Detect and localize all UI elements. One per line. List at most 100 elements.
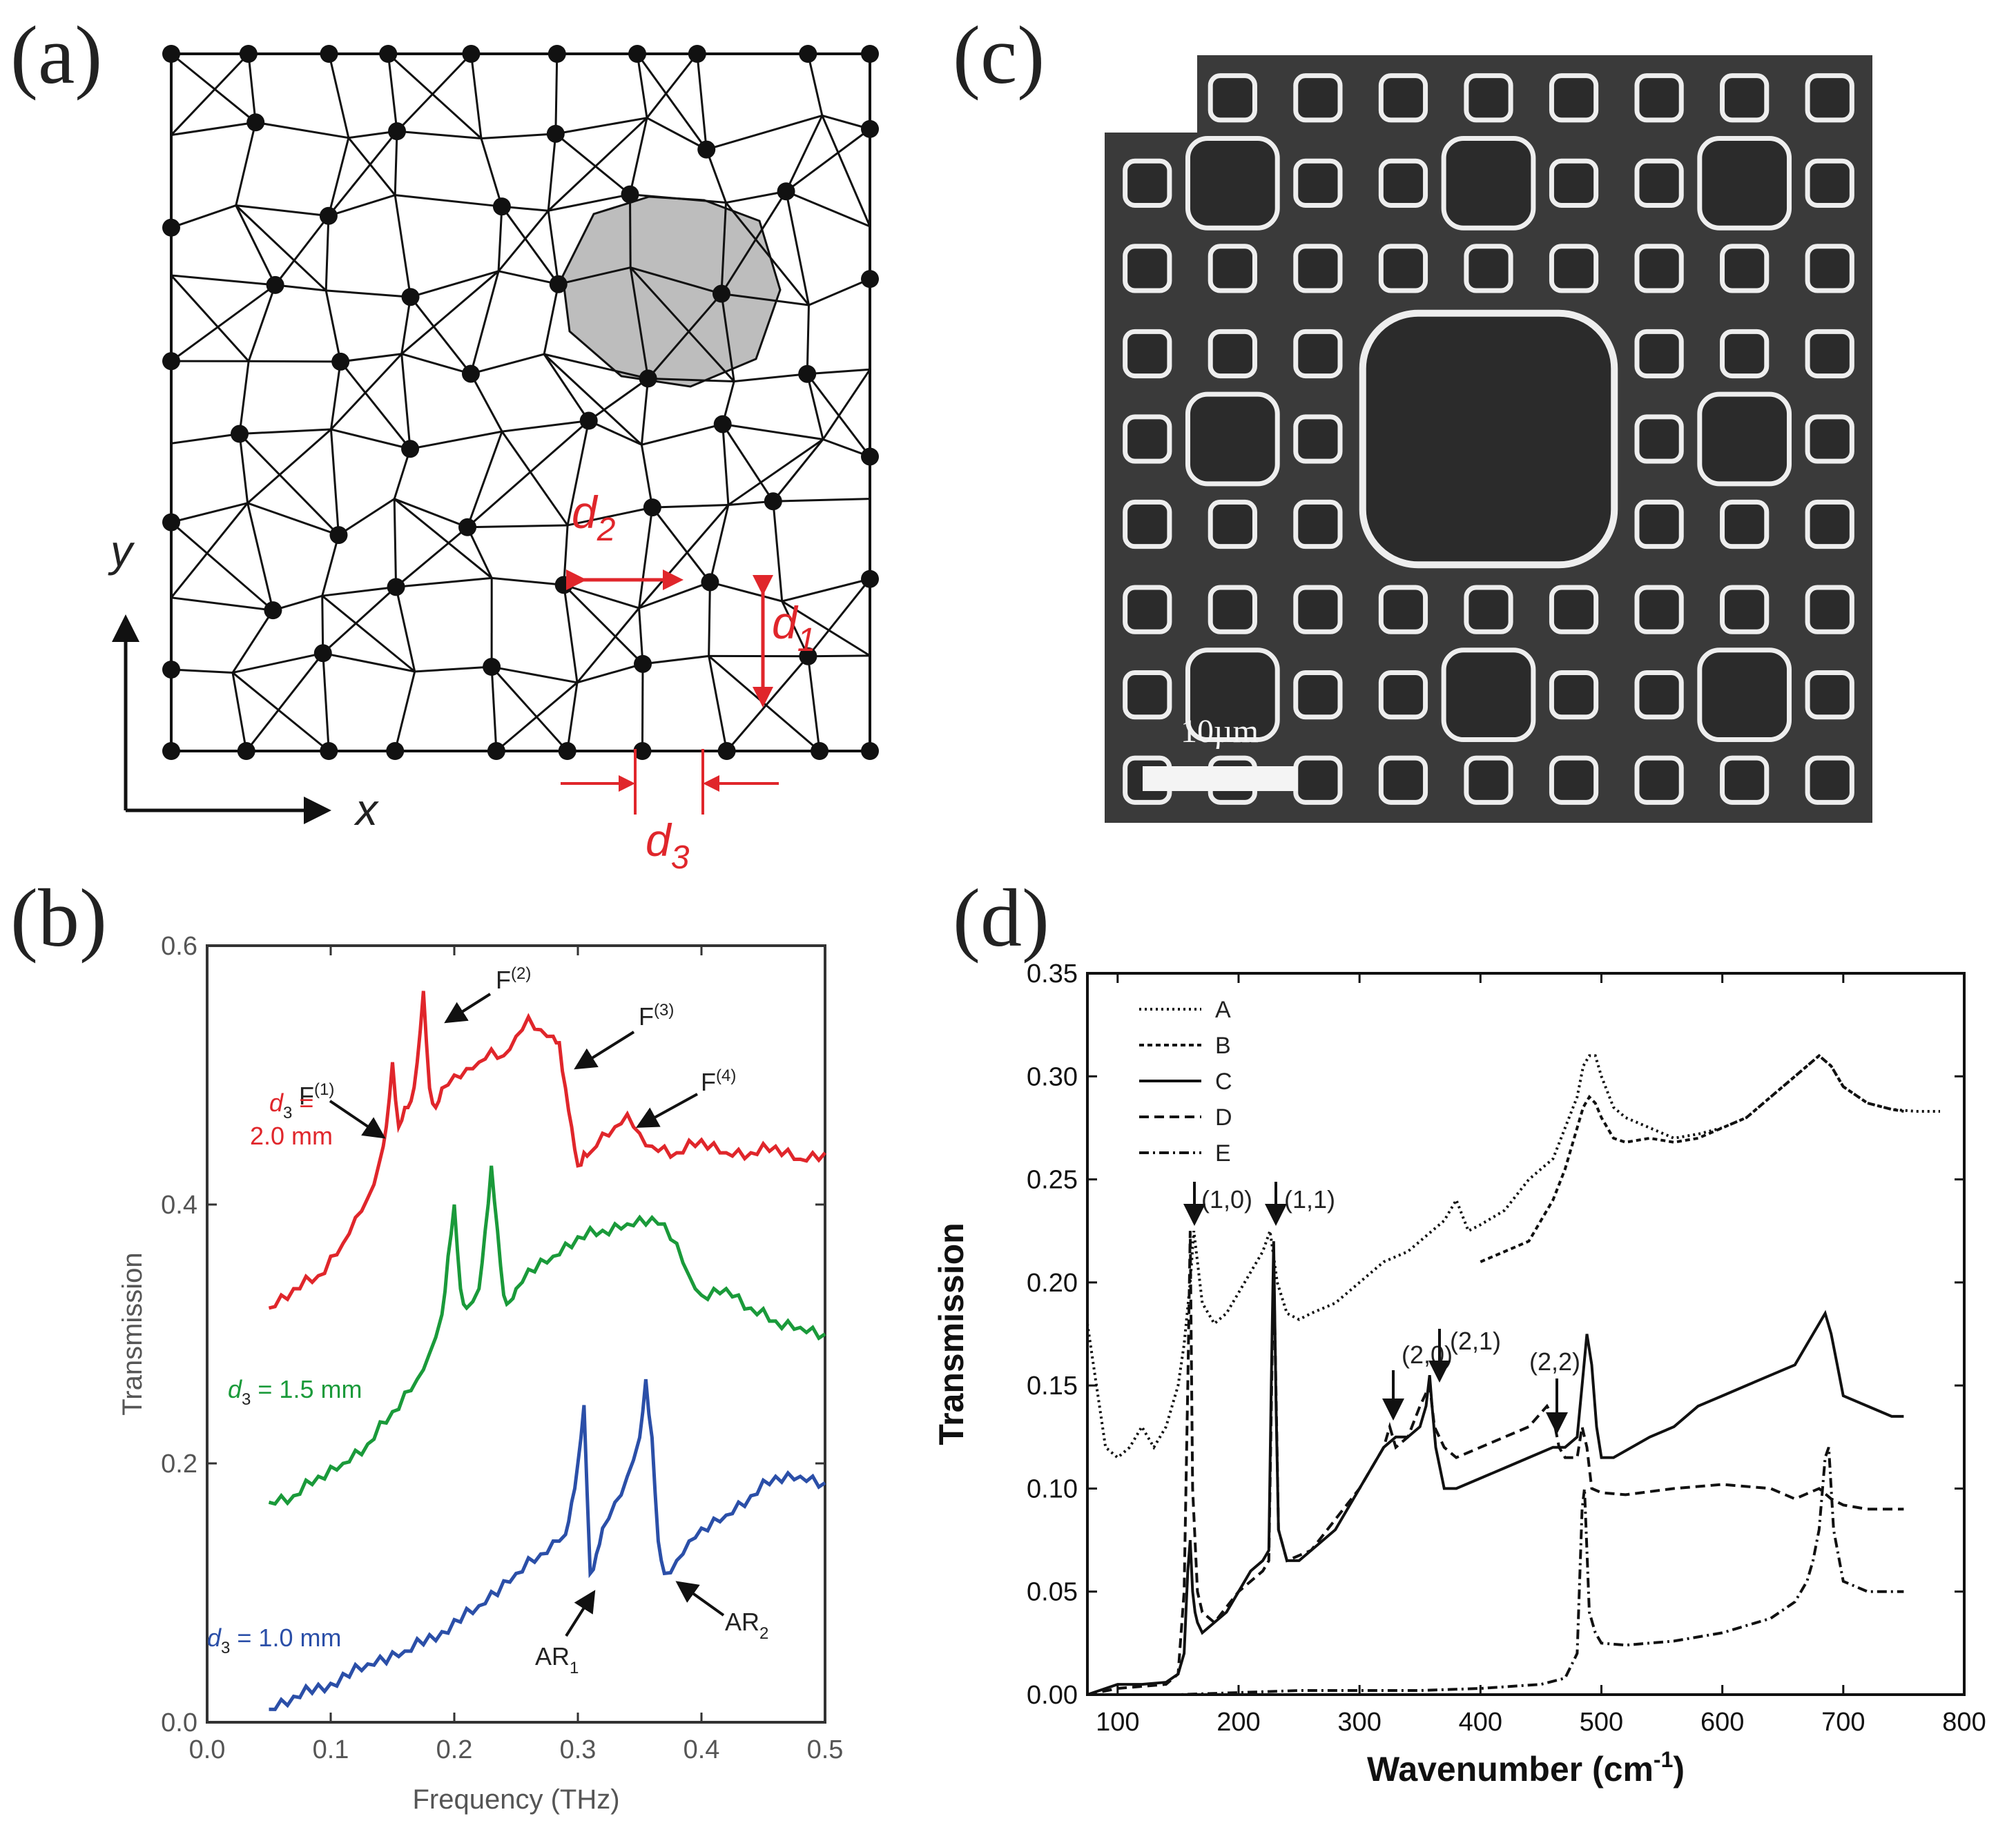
tiling-edge [387,53,398,132]
small-aperture [1634,329,1684,379]
tiling-edge [651,507,711,583]
tiling-frame [170,52,871,752]
tiling-vertex [162,660,180,679]
tiling-edge [469,271,500,374]
tiling-vertex [546,124,565,143]
tiling-edge [555,117,648,135]
chart-b: 0.0 0.1 0.2 0.3 0.4 0.5 0.0 0.2 0.4 0.6 Frequency … [117,932,843,1815]
legend-label-e: E [1215,1140,1231,1167]
tiling-edge [705,149,727,204]
tiling-edge [466,527,493,579]
tiling-edge [696,53,708,150]
anno-1-0: (1,0) [1201,1185,1252,1214]
tiling-edge [728,438,824,506]
tiling-edge [807,368,871,376]
tiling-edge [547,211,560,284]
tiling-edge [638,607,644,664]
x-axis-label: x [353,785,379,835]
tiling-edge [394,498,493,579]
tiling-edge [588,420,642,446]
tiling-edge [563,584,644,665]
panel-b: (b) 0.0 0.1 0.2 0.3 0.4 0.5 0.0 0.2 0.4 0.6 Freque… [10,872,843,1815]
tiling-edge [171,274,275,286]
octagonal-highlight [561,195,782,388]
series-d3-1-0-mm [269,1378,826,1711]
small-aperture [1805,414,1854,464]
tiling-vertex [633,742,652,760]
tiling-edge [785,190,871,228]
x-tick-label: 400 [1459,1708,1502,1737]
small-aperture [1123,499,1172,549]
plot-frame [1086,972,1966,1696]
tiling-vertex [401,288,420,306]
tiling-edge [501,431,569,526]
tiling-vertex [811,742,829,760]
tiling-vertex [861,119,879,138]
tiling-edge [490,666,568,752]
label-d3-2mm-line2: 2.0 mm [250,1122,333,1150]
tiling-edge [706,115,823,151]
x-tick-label: 0.5 [807,1735,844,1764]
anno-F4: F(4) [701,1066,736,1096]
tiling-edge [554,133,631,195]
small-aperture [1805,499,1854,549]
micrograph-corner-blank [1105,55,1197,133]
small-aperture [1805,158,1854,208]
tiling-edge [629,267,650,379]
tiling-edge [646,117,707,150]
tiling-vertex [231,425,249,443]
tiling-vertex [320,742,338,760]
tiling-edge [501,420,589,433]
tiling-edge [387,52,483,139]
small-aperture [1720,755,1770,805]
tiling-edge [347,137,396,196]
tiling-vertex [487,742,505,760]
tiling-edge [547,133,557,211]
tiling-vertex [639,369,657,388]
tiling-vertex [764,492,782,511]
x-tick-label: 0.0 [189,1735,226,1764]
y-tick-label: 0.35 [1027,959,1078,988]
tiling-vertex [320,45,338,63]
y-tick-label: 0.0 [161,1708,197,1737]
small-aperture [1805,755,1854,805]
tiling-edge [246,428,332,504]
tiling-vertex [549,275,568,293]
tiling-edge [170,52,249,136]
small-aperture [1378,244,1428,293]
y-tick-label: 0.05 [1027,1578,1078,1607]
tiling-edge [340,360,411,450]
tiling-edge [708,582,711,656]
small-aperture [1378,585,1428,634]
tiling-vertex [621,185,639,204]
x-tick-label: 200 [1217,1708,1260,1737]
tiling-edge [640,445,654,508]
tiling-edge [498,270,559,286]
small-aperture [1293,414,1343,464]
tiling-edge [232,672,330,752]
small-aperture [1549,670,1599,720]
panel-c: (c) 10µm [953,9,1872,823]
tiling-edge [547,117,648,212]
tiling-edge [394,498,468,529]
small-aperture [1123,244,1172,293]
tiling-edge [734,373,808,382]
tiling-edge [782,578,871,603]
tiling-edge [722,422,824,440]
anno-2-0: (2,0) [1402,1341,1453,1369]
tiling-edge [171,502,248,524]
tiling-edge [638,507,654,609]
tiling-edge [808,277,871,306]
tiling-edge [720,202,727,294]
small-aperture [1464,755,1513,805]
panel-a-letter: (a) [10,9,102,101]
small-aperture [1293,499,1343,549]
small-aperture [1805,329,1854,379]
tiling-vertex [237,742,255,760]
series-a [1086,1053,1940,1460]
tiling-edge [331,428,411,450]
tiling-edge [781,601,809,657]
tiling-vertex [547,45,566,63]
tiling-edge [247,284,277,362]
small-aperture [1293,73,1343,123]
